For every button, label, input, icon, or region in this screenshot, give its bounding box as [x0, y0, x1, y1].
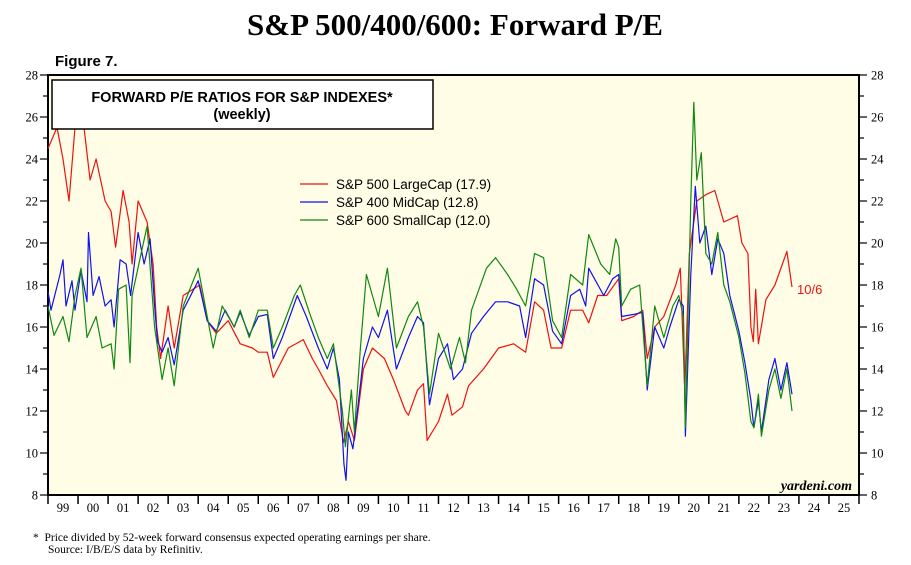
y-tick-label-left: 16 — [26, 321, 39, 335]
x-tick-label: 19 — [658, 501, 671, 515]
watermark: yardeni.com — [779, 479, 852, 494]
x-tick-label: 03 — [177, 501, 190, 515]
x-tick-label: 10 — [387, 501, 400, 515]
legend-label: S&P 600 SmallCap (12.0) — [336, 213, 490, 228]
x-tick-label: 01 — [117, 501, 130, 515]
series-line-1 — [47, 185, 793, 481]
y-tick-label-left: 26 — [26, 111, 39, 125]
x-tick-label: 24 — [808, 501, 821, 515]
y-tick-label-right: 20 — [871, 237, 884, 251]
x-tick-label: 21 — [718, 501, 731, 515]
legend: S&P 500 LargeCap (17.9) S&P 400 MidCap (1… — [300, 177, 491, 228]
y-tick-label-left: 24 — [26, 153, 39, 167]
x-tick-label: 09 — [357, 501, 370, 515]
series-line-2 — [47, 101, 793, 448]
box-subtitle: (weekly) — [213, 107, 270, 123]
x-tick-label: 11 — [417, 501, 429, 515]
x-tick-label: 99 — [57, 501, 70, 515]
x-tick-label: 08 — [327, 501, 340, 515]
x-tick-label: 12 — [447, 501, 460, 515]
y-tick-label-right: 26 — [871, 111, 884, 125]
x-tick-label: 05 — [237, 501, 250, 515]
box-title: FORWARD P/E RATIOS FOR S&P INDEXES* — [91, 90, 393, 106]
source-note: Source: I/B/E/S data by Refinitiv. — [48, 544, 203, 556]
legend-label: S&P 400 MidCap (12.8) — [336, 195, 478, 210]
x-tick-label: 18 — [627, 501, 640, 515]
x-tick-label: 22 — [748, 501, 761, 515]
y-tick-label-right: 12 — [871, 405, 884, 419]
y-tick-label-left: 12 — [26, 405, 39, 419]
x-tick-label: 07 — [297, 501, 310, 515]
y-tick-label-right: 22 — [871, 195, 884, 209]
x-tick-label: 17 — [597, 501, 610, 515]
y-tick-label-left: 18 — [26, 279, 39, 293]
y-tick-label-left: 10 — [26, 447, 39, 461]
y-tick-label-right: 28 — [871, 69, 884, 83]
chart-title: S&P 500/400/600: Forward P/E — [247, 7, 663, 42]
y-tick-label-right: 24 — [871, 153, 884, 167]
x-tick-label: 16 — [567, 501, 580, 515]
plot-area — [47, 74, 860, 496]
x-tick-label: 15 — [537, 501, 550, 515]
x-tick-label: 02 — [147, 501, 160, 515]
figure-label: Figure 7. — [55, 53, 118, 70]
x-tick-label: 25 — [838, 501, 851, 515]
footnote: * Price divided by 52-week forward conse… — [33, 532, 431, 544]
y-tick-label-left: 20 — [26, 237, 39, 251]
y-tick-label-right: 16 — [871, 321, 884, 335]
x-tick-label: 13 — [477, 501, 490, 515]
x-tick-label: 06 — [267, 501, 280, 515]
end-date-annotation: 10/6 — [797, 282, 822, 297]
legend-label: S&P 500 LargeCap (17.9) — [336, 177, 491, 192]
x-tick-label: 14 — [507, 501, 520, 515]
y-tick-label-right: 8 — [871, 489, 877, 503]
y-tick-label-right: 10 — [871, 447, 884, 461]
title-box: FORWARD P/E RATIOS FOR S&P INDEXES* (wee… — [51, 79, 434, 130]
y-tick-label-left: 28 — [26, 69, 39, 83]
x-tick-label: 00 — [87, 501, 100, 515]
y-tick-label-right: 18 — [871, 279, 884, 293]
x-tick-label: 20 — [688, 501, 701, 515]
x-tick-label: 04 — [207, 501, 220, 515]
y-tick-label-left: 22 — [26, 195, 39, 209]
y-tick-label-left: 8 — [32, 489, 38, 503]
y-tick-label-right: 14 — [871, 363, 884, 377]
y-tick-label-left: 14 — [26, 363, 39, 377]
x-tick-label: 23 — [778, 501, 791, 515]
